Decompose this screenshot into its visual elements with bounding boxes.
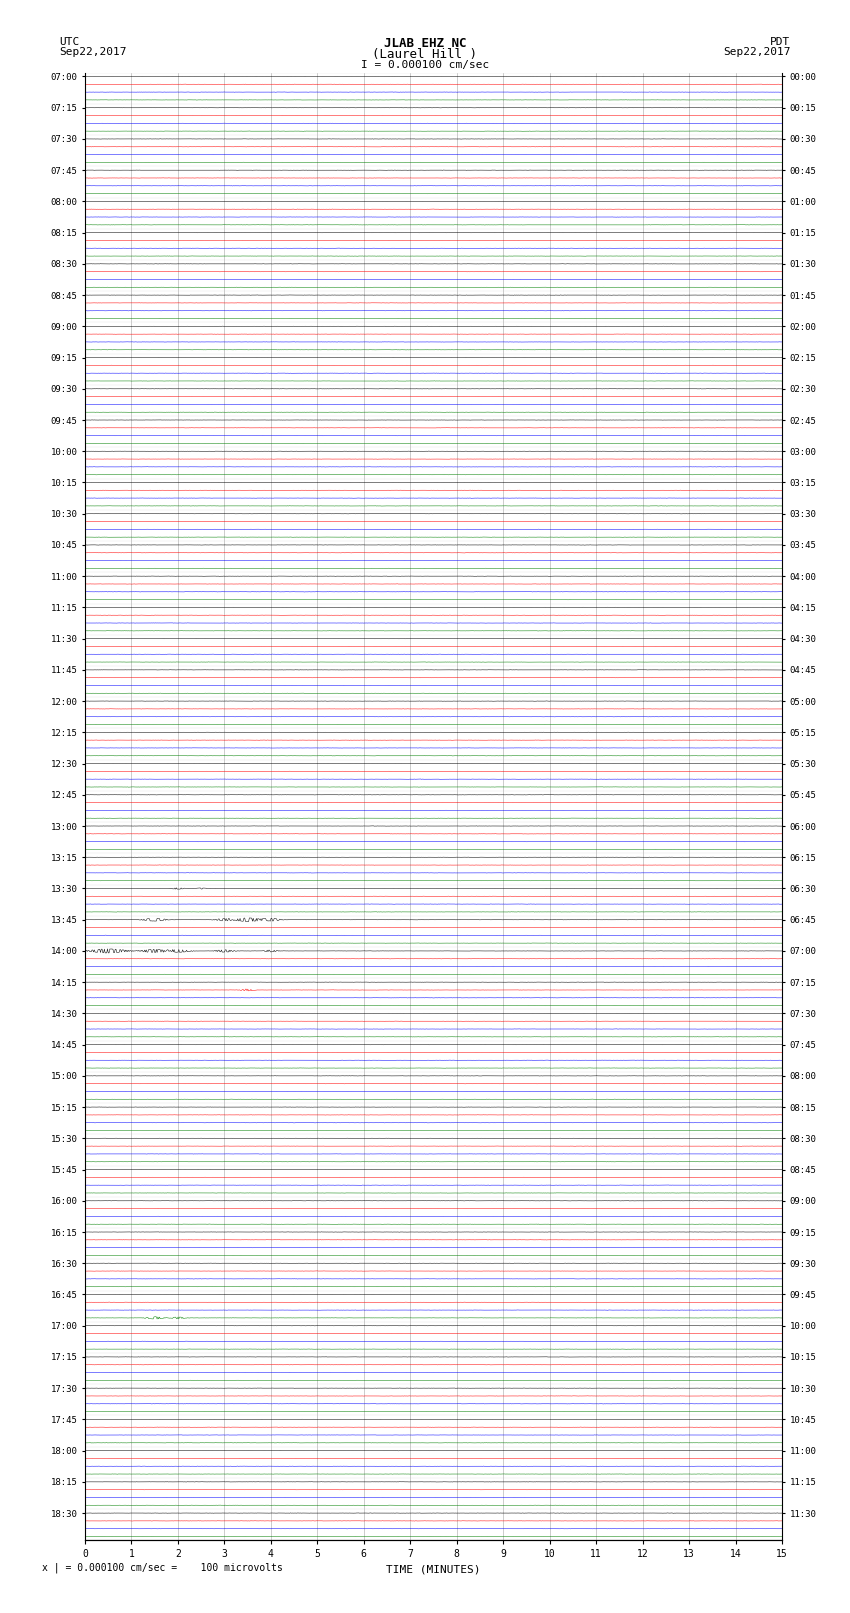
Text: PDT: PDT [770, 37, 790, 47]
Text: I = 0.000100 cm/sec: I = 0.000100 cm/sec [361, 60, 489, 69]
Text: Sep22,2017: Sep22,2017 [60, 47, 127, 56]
Text: JLAB EHZ NC: JLAB EHZ NC [383, 37, 467, 50]
Text: (Laurel Hill ): (Laurel Hill ) [372, 48, 478, 61]
Text: Sep22,2017: Sep22,2017 [723, 47, 791, 56]
X-axis label: TIME (MINUTES): TIME (MINUTES) [386, 1565, 481, 1574]
Text: x | = 0.000100 cm/sec =    100 microvolts: x | = 0.000100 cm/sec = 100 microvolts [42, 1561, 283, 1573]
Text: UTC: UTC [60, 37, 80, 47]
